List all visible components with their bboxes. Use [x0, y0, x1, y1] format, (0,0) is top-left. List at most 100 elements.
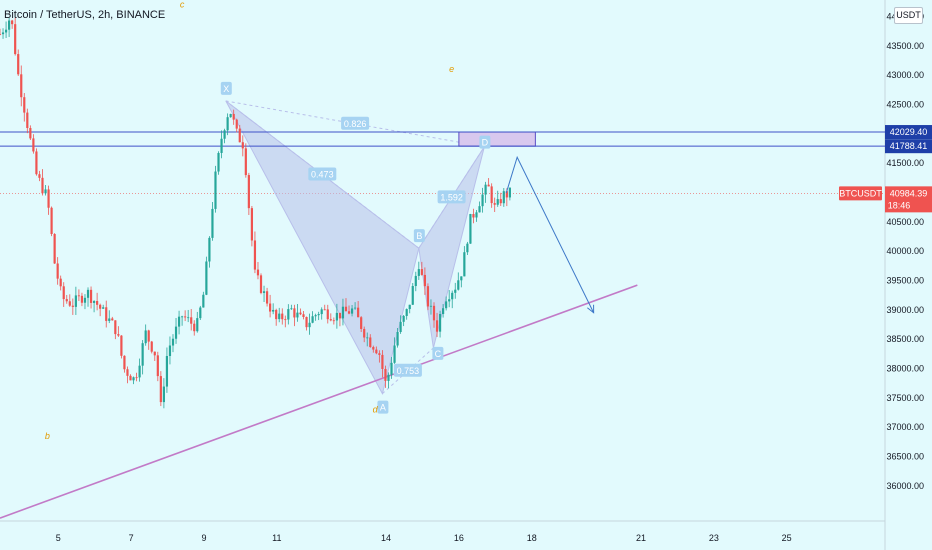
pattern-point-a: A — [377, 400, 389, 414]
price-tick-label: 43000.00 — [886, 70, 924, 80]
candle-body — [232, 113, 235, 120]
candle — [360, 316, 363, 333]
candle-body — [14, 24, 17, 55]
pattern-triangle-bcd — [418, 146, 485, 349]
symbol-tag: BTCUSDT — [839, 186, 882, 201]
price-axis[interactable]: 36000.00 36500.00 37000.00 37500.00 38000.00… — [886, 11, 924, 490]
candle-body — [375, 349, 378, 354]
ratio-label-x-b: 0.473 — [308, 167, 337, 181]
candle-body — [68, 301, 71, 306]
candle — [247, 172, 250, 216]
candle-body — [171, 338, 175, 346]
candle-body — [502, 191, 505, 204]
pattern-point-label: B — [416, 231, 422, 241]
time-tick-label: 25 — [782, 533, 792, 543]
time-tick-label: 9 — [201, 533, 206, 543]
candle — [102, 304, 105, 309]
candle — [484, 181, 487, 203]
candle-body — [420, 269, 423, 275]
candle — [71, 298, 74, 315]
candle-body — [235, 119, 238, 129]
candle-body — [199, 307, 202, 319]
time-tick-label: 11 — [272, 533, 281, 543]
candle — [363, 326, 366, 343]
candle-body — [381, 354, 384, 369]
candle-body — [177, 316, 181, 327]
candle-body — [311, 316, 314, 323]
candle-body — [281, 313, 284, 320]
candle-body — [111, 318, 114, 321]
candle-body — [469, 214, 472, 244]
candle-body — [357, 307, 360, 318]
level-tag-text: 41788.41 — [890, 141, 928, 151]
candle-body — [323, 309, 326, 311]
candle — [80, 292, 84, 307]
candle-body — [265, 291, 269, 304]
candle — [150, 340, 153, 354]
candle-body — [244, 148, 247, 176]
candle — [308, 313, 311, 335]
candle-body — [423, 274, 426, 287]
pattern-point-label: D — [482, 138, 489, 148]
candle — [226, 113, 229, 136]
candle — [293, 304, 296, 327]
candle-body — [150, 341, 153, 352]
candle-body — [202, 294, 205, 308]
candle-body — [353, 307, 357, 309]
candle — [92, 300, 96, 313]
currency-unit-button[interactable]: USDT — [894, 7, 923, 24]
candle — [17, 49, 20, 76]
candle-body — [299, 312, 302, 315]
candle — [478, 201, 481, 213]
candle-body — [153, 351, 156, 356]
candle-body — [114, 320, 117, 335]
candle — [20, 65, 23, 107]
candle — [135, 372, 138, 382]
candle-body — [454, 289, 457, 293]
ratio-label-box — [308, 167, 337, 181]
candle — [156, 351, 159, 382]
time-axis[interactable]: 5 7 9 11 14 16 18 21 23 25 — [56, 533, 792, 543]
candle — [454, 282, 457, 299]
candle — [435, 312, 439, 338]
time-tick-label: 18 — [527, 533, 537, 543]
candle-body — [86, 289, 90, 298]
candle — [241, 135, 244, 157]
candle-body — [332, 320, 335, 322]
candle — [347, 305, 351, 315]
candle — [305, 316, 308, 331]
candle-body — [442, 308, 445, 314]
candle-body — [53, 233, 56, 264]
candle — [26, 108, 29, 134]
candle-body — [50, 207, 53, 234]
ratio-label-x-d: 0.826 — [341, 116, 370, 130]
candle — [0, 28, 2, 36]
candle-body — [8, 20, 11, 30]
candle-body — [496, 199, 499, 205]
pattern-point-label: X — [223, 84, 229, 94]
pattern-point-box — [432, 346, 444, 360]
candle-body — [490, 186, 493, 204]
level-tag-2: 41788.41 — [885, 139, 932, 154]
candle — [77, 289, 81, 302]
symbol-tag-box — [839, 186, 882, 201]
candle — [460, 276, 463, 288]
candle — [4, 21, 8, 38]
candle — [165, 347, 169, 393]
candle-body — [302, 314, 305, 317]
candle — [481, 187, 484, 213]
candle-body — [448, 299, 451, 302]
candle-body — [369, 337, 372, 348]
trendline-layer — [0, 284, 638, 519]
candle — [153, 351, 156, 361]
candle — [111, 316, 114, 321]
candle-body — [132, 377, 135, 381]
candle — [353, 302, 357, 310]
candle-body — [308, 322, 311, 328]
candle-body — [393, 345, 396, 363]
candle — [89, 286, 93, 309]
candle-body — [484, 184, 487, 195]
candle — [162, 378, 165, 409]
candle-body — [123, 355, 126, 370]
